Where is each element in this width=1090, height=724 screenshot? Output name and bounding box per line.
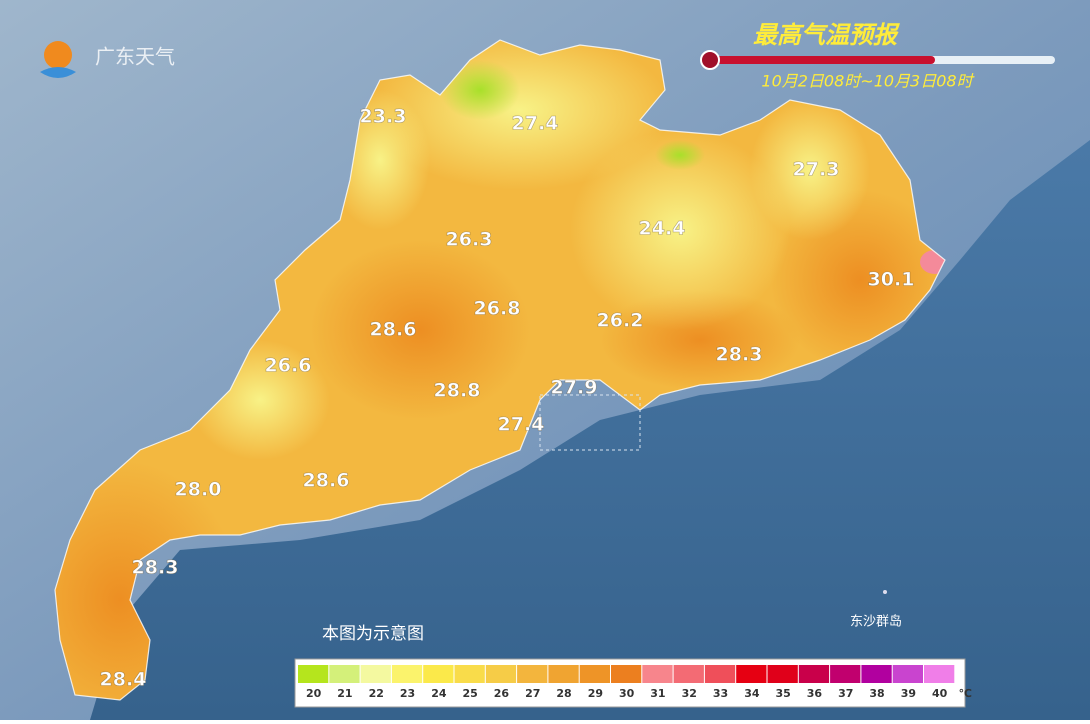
legend-tick: 29 [588,687,603,700]
legend-color [830,665,861,683]
temperature-label: 30.1 [868,269,915,291]
legend-tick: 30 [619,687,635,700]
legend-color [548,665,579,683]
period: 10月2日08时~10月3日08时 [761,72,974,91]
legend-tick: 31 [650,687,665,700]
legend-tick: 28 [556,687,571,700]
legend-tick: 24 [431,687,447,700]
legend-color [892,665,923,683]
temperature-label: 24.4 [639,218,686,240]
hk-macau-box [539,394,641,451]
legend-tick: 37 [838,687,853,700]
legend-tick: 23 [400,687,415,700]
legend-tick: 22 [369,687,384,700]
legend-tick: 26 [494,687,510,700]
legend-tick: 35 [775,687,790,700]
legend-tick: 21 [337,687,352,700]
temperature-label: 26.8 [474,298,521,320]
value-labels: 23.3 27.4 27.3 26.3 24.4 30.1 26.8 28.6 26.2 26.6… [99,105,915,691]
temperature-label: 27.9 [551,377,598,399]
legend-color [454,665,485,683]
legend-color [485,665,517,683]
legend-tick: 33 [713,687,728,700]
temperature-label: 28.0 [175,479,222,501]
title: 最高气温预报 [753,21,900,49]
legend-color [767,665,798,683]
legend-color [391,665,423,683]
legend-scale: 20 21 22 23 24 25 26 27 28 29 30 31 32 33 34 35 36 37 38 39… [298,665,972,700]
legend-color [360,665,391,683]
legend-color [673,665,704,683]
temperature-label: 28.8 [434,380,481,402]
legend-color [924,665,955,683]
temperature-label: 28.6 [303,470,350,492]
legend-tick: 39 [901,687,916,700]
legend-color [736,665,767,683]
legend-color [798,665,830,683]
legend-tick: 27 [525,687,540,700]
legend-color [861,665,892,683]
legend-unit: ℃ [959,687,972,700]
island [883,590,887,594]
legend-tick: 25 [462,687,477,700]
legend-color [611,665,642,683]
legend-color [642,665,673,683]
legend-tick: 32 [682,687,697,700]
temperature-label: 27.3 [793,159,840,181]
temperature-label: 26.3 [446,229,493,251]
temperature-label: 28.3 [716,344,763,366]
legend-tick: 36 [807,687,823,700]
title-bar-knob [700,50,720,70]
legend-tick: 40 [932,687,948,700]
temperature-label: 27.4 [498,414,545,436]
legend-color [579,665,610,683]
legend-color [423,665,454,683]
island-label: 东沙群岛 [850,614,902,630]
legend-color [329,665,360,683]
temperature-label: 28.4 [100,669,147,691]
legend-color [517,665,548,683]
temperature-label: 26.2 [597,310,644,332]
title-bar-fill [705,56,935,64]
logo: 广东天气 [40,41,175,78]
temperature-label: 27.4 [512,113,559,135]
legend-tick: 34 [744,687,760,700]
temperature-label: 23.3 [360,106,407,128]
legend-color [704,665,736,683]
logo-text: 广东天气 [95,45,175,69]
legend-color [298,665,329,683]
legend-tick: 20 [306,687,322,700]
temperature-label: 28.3 [132,557,179,579]
temperature-label: 26.6 [265,355,312,377]
disclaimer: 本图为示意图 [322,624,424,644]
temperature-label: 28.6 [370,319,417,341]
legend-tick: 38 [869,687,884,700]
